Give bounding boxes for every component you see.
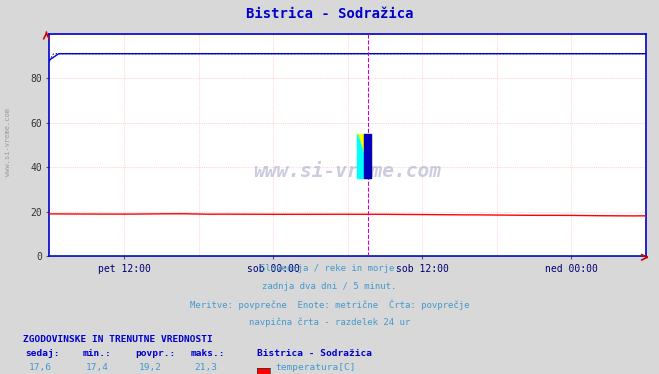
Text: Meritve: povprečne  Enote: metrične  Črta: povprečje: Meritve: povprečne Enote: metrične Črta:… [190,300,469,310]
Text: Bistrica - Sodražica: Bistrica - Sodražica [246,7,413,21]
Text: www.si-vreme.com: www.si-vreme.com [5,108,11,176]
Text: 19,2: 19,2 [138,363,161,372]
Text: maks.:: maks.: [191,349,225,358]
Polygon shape [357,134,372,178]
Polygon shape [357,134,372,178]
Text: 21,3: 21,3 [194,363,217,372]
Text: sedaj:: sedaj: [25,349,59,358]
Text: ZGODOVINSKE IN TRENUTNE VREDNOSTI: ZGODOVINSKE IN TRENUTNE VREDNOSTI [23,335,213,344]
Text: temperatura[C]: temperatura[C] [275,363,356,372]
Text: Slovenija / reke in morje.: Slovenija / reke in morje. [260,264,399,273]
Text: navpična črta - razdelek 24 ur: navpična črta - razdelek 24 ur [249,318,410,327]
Text: www.si-vreme.com: www.si-vreme.com [254,162,442,181]
Text: 17,4: 17,4 [86,363,109,372]
Text: zadnja dva dni / 5 minut.: zadnja dva dni / 5 minut. [262,282,397,291]
Bar [364,134,372,178]
Text: povpr.:: povpr.: [135,349,175,358]
Text: 17,6: 17,6 [28,363,51,372]
Text: Bistrica - Sodražica: Bistrica - Sodražica [257,349,372,358]
Text: min.:: min.: [82,349,111,358]
